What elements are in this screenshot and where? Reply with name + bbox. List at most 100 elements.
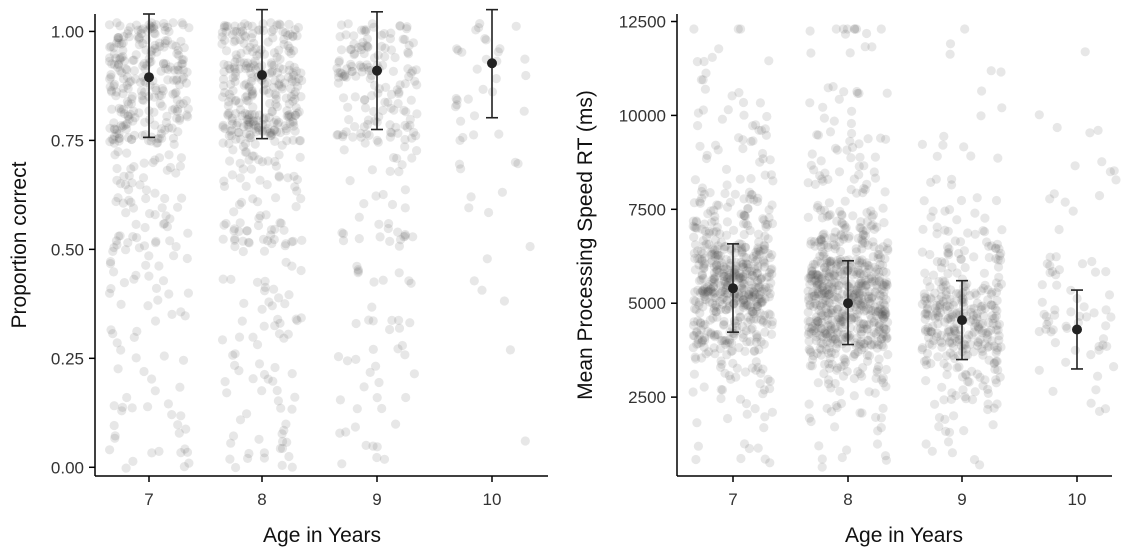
data-point — [248, 332, 258, 342]
data-point — [120, 180, 131, 190]
data-point — [722, 272, 732, 282]
data-point — [359, 25, 369, 35]
data-point — [181, 78, 191, 88]
data-point — [763, 220, 773, 230]
data-point — [748, 251, 759, 262]
data-point — [159, 59, 169, 69]
data-point — [950, 354, 960, 364]
data-point — [178, 99, 188, 109]
data-point — [694, 300, 704, 310]
data-point — [689, 198, 700, 208]
data-point — [932, 229, 942, 239]
data-point — [292, 175, 302, 185]
data-point — [816, 272, 827, 282]
data-point — [755, 379, 765, 389]
data-point — [139, 158, 149, 168]
data-point — [247, 73, 257, 83]
data-point — [357, 67, 367, 77]
data-point — [270, 89, 280, 99]
data-point — [336, 45, 347, 55]
data-point — [258, 25, 268, 36]
data-point — [230, 235, 240, 245]
data-point — [752, 196, 763, 207]
data-point — [247, 86, 257, 97]
data-point — [241, 92, 251, 102]
data-point — [244, 237, 254, 247]
data-point — [178, 355, 189, 365]
data-point — [495, 44, 505, 54]
data-point — [290, 25, 300, 35]
data-point — [118, 198, 128, 208]
data-point — [140, 222, 150, 233]
data-point — [702, 239, 712, 249]
data-point — [267, 238, 277, 249]
data-point — [172, 113, 182, 123]
data-point — [739, 279, 749, 289]
data-point — [229, 226, 239, 236]
data-point — [113, 33, 123, 43]
data-point — [234, 226, 244, 236]
data-point — [760, 244, 770, 254]
data-point — [286, 84, 296, 94]
data-point — [154, 90, 164, 101]
data-point — [747, 307, 758, 317]
data-point — [292, 108, 302, 118]
data-point — [705, 188, 715, 198]
data-point — [286, 112, 296, 122]
x-tick-label: 9 — [372, 490, 381, 509]
data-point — [226, 438, 236, 448]
data-point — [149, 24, 159, 34]
data-point — [175, 161, 185, 171]
data-point — [760, 231, 770, 241]
data-point — [838, 289, 848, 299]
data-point — [712, 260, 722, 270]
data-point — [264, 297, 274, 307]
data-point — [134, 33, 145, 43]
data-point — [758, 389, 768, 399]
data-point — [289, 62, 299, 72]
data-point — [736, 24, 746, 34]
data-point — [131, 219, 141, 229]
data-point — [274, 172, 284, 182]
data-point — [735, 394, 746, 404]
data-point — [122, 97, 132, 107]
data-point — [991, 195, 1002, 206]
data-point — [130, 113, 140, 123]
data-point — [284, 65, 294, 75]
data-point — [253, 123, 263, 133]
data-point — [860, 231, 871, 241]
data-point — [162, 222, 172, 232]
data-point — [160, 36, 170, 46]
data-point — [249, 151, 259, 161]
data-point — [396, 235, 406, 245]
data-point — [114, 33, 124, 43]
data-point — [397, 340, 407, 351]
data-point — [710, 245, 720, 255]
data-point — [717, 294, 727, 304]
data-point — [873, 307, 884, 317]
data-point — [880, 451, 891, 461]
data-point — [361, 440, 371, 450]
data-point — [960, 262, 970, 273]
data-point — [880, 187, 890, 197]
data-point — [803, 307, 813, 317]
data-point — [753, 243, 763, 253]
data-point — [122, 29, 132, 39]
data-point — [825, 210, 835, 220]
data-point — [134, 34, 144, 44]
data-point — [111, 91, 121, 101]
data-point — [525, 241, 535, 252]
data-point — [852, 86, 862, 97]
data-point — [267, 66, 277, 76]
data-point — [337, 228, 347, 238]
data-point — [708, 313, 718, 323]
data-point — [151, 85, 161, 96]
data-point — [950, 326, 960, 337]
data-point — [848, 211, 858, 221]
data-point — [700, 319, 710, 329]
data-point — [346, 59, 356, 69]
data-point — [1105, 167, 1115, 177]
data-point — [400, 350, 410, 360]
data-point — [753, 193, 763, 203]
